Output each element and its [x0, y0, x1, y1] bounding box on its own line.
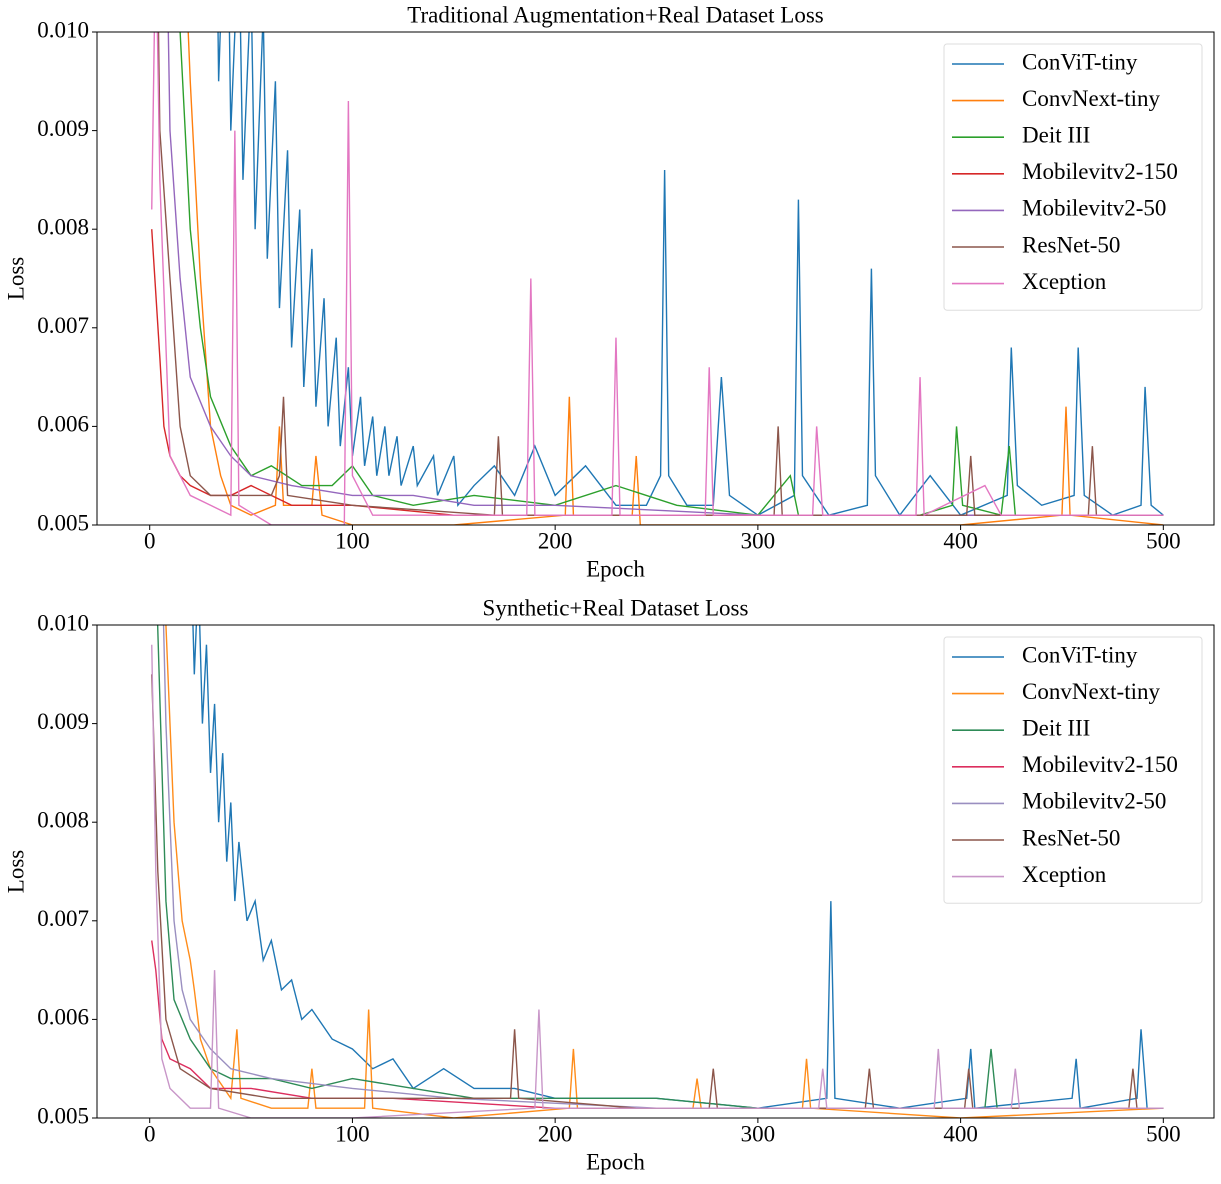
- legend-box: [943, 43, 1203, 311]
- legend-label: Deit III: [1022, 715, 1090, 740]
- x-tick-label: 0: [144, 1121, 156, 1146]
- y-tick-label: 0.010: [37, 610, 89, 635]
- y-tick-label: 0.010: [37, 17, 89, 42]
- legend-label: ConViT-tiny: [1022, 642, 1138, 667]
- y-tick-label: 0.009: [37, 709, 89, 734]
- y-tick-label: 0.005: [37, 510, 89, 535]
- series-line: [151, 32, 1164, 525]
- y-tick-label: 0.007: [37, 313, 89, 338]
- legend-label: Mobilevitv2-150: [1022, 159, 1178, 184]
- y-axis-label: Loss: [3, 257, 28, 301]
- x-tick-label: 400: [943, 1121, 978, 1146]
- axes-frame: [96, 624, 1215, 1119]
- legend-label: Mobilevitv2-50: [1022, 196, 1166, 221]
- legend-label: ResNet-50: [1022, 825, 1120, 850]
- x-tick-label: 500: [1146, 1121, 1181, 1146]
- legend-label: ConvNext-tiny: [1022, 679, 1160, 704]
- legend-label: Xception: [1022, 862, 1107, 887]
- series-line: [192, 625, 1164, 1109]
- legend-label: ConvNext-tiny: [1022, 86, 1160, 111]
- y-axis-label: Loss: [3, 850, 28, 894]
- series-line: [156, 625, 1164, 1109]
- plot-area: [151, 32, 1164, 525]
- legend-label: Mobilevitv2-150: [1022, 752, 1178, 777]
- y-tick-label: 0.007: [37, 906, 89, 931]
- legend-label: Xception: [1022, 269, 1107, 294]
- legend-label: Mobilevitv2-50: [1022, 789, 1166, 814]
- x-tick-label: 300: [741, 528, 776, 553]
- plot-area: [151, 625, 1164, 1118]
- series-line: [217, 32, 1164, 517]
- legend-box: [943, 636, 1203, 904]
- y-tick-label: 0.006: [37, 1005, 89, 1030]
- series-line: [157, 32, 1164, 516]
- x-tick-label: 100: [335, 528, 370, 553]
- y-tick-label: 0.008: [37, 807, 89, 832]
- y-tick-label: 0.005: [37, 1103, 89, 1128]
- chart-title: Synthetic+Real Dataset Loss: [483, 595, 749, 620]
- x-axis-label: Epoch: [586, 1149, 645, 1174]
- legend: ConViT-tiny ConvNext-tiny Deit III Mobilevi…: [943, 636, 1203, 904]
- x-tick-label: 300: [741, 1121, 776, 1146]
- legend: ConViT-tiny ConvNext-tiny Deit III Mobilevi…: [943, 43, 1203, 311]
- series-line: [167, 32, 1164, 516]
- x-tick-label: 100: [335, 1121, 370, 1146]
- legend-label: ResNet-50: [1022, 232, 1120, 257]
- x-tick-label: 200: [538, 528, 573, 553]
- axes-frame: [96, 31, 1215, 526]
- y-tick-label: 0.008: [37, 214, 89, 239]
- legend-label: Deit III: [1022, 122, 1090, 147]
- y-tick-label: 0.006: [37, 412, 89, 437]
- x-tick-label: 400: [943, 528, 978, 553]
- x-tick-label: 0: [144, 528, 156, 553]
- chart-title: Traditional Augmentation+Real Dataset Lo…: [407, 2, 824, 27]
- legend-label: ConViT-tiny: [1022, 49, 1138, 74]
- x-axis-label: Epoch: [586, 556, 645, 581]
- x-tick-label: 500: [1146, 528, 1181, 553]
- series-line: [151, 644, 1164, 1118]
- x-tick-label: 200: [538, 1121, 573, 1146]
- y-tick-label: 0.009: [37, 116, 89, 141]
